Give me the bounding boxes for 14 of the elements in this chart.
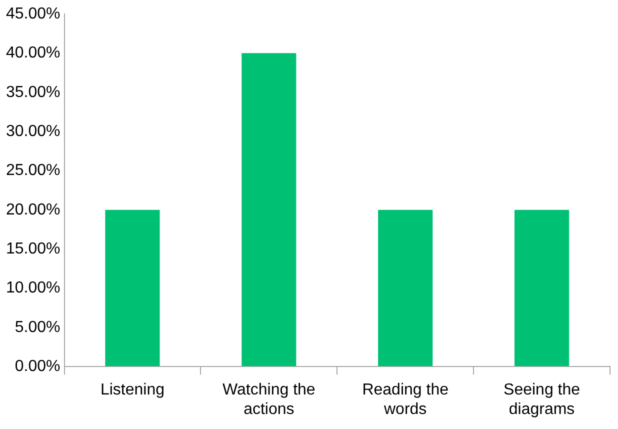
y-tick-label: 25.00% — [6, 162, 60, 180]
y-tick-label: 0.00% — [14, 358, 60, 376]
x-tick-label: Listening — [100, 382, 165, 399]
y-tick-label: 30.00% — [6, 122, 60, 140]
y-tick-label: 40.00% — [6, 44, 60, 62]
x-tick-label: Seeing the diagrams — [504, 382, 580, 418]
y-tick-label: 10.00% — [6, 280, 60, 297]
y-tick-label: 15.00% — [6, 240, 60, 258]
y-tick-label: 35.00% — [6, 84, 60, 101]
y-tick-label: 5.00% — [14, 318, 60, 336]
x-tick-label: Reading the words — [362, 382, 449, 418]
y-tick-label: 20.00% — [6, 201, 60, 218]
y-tick-label: 45.00% — [6, 5, 60, 22]
x-tick-label: Watching the actions — [222, 382, 316, 418]
